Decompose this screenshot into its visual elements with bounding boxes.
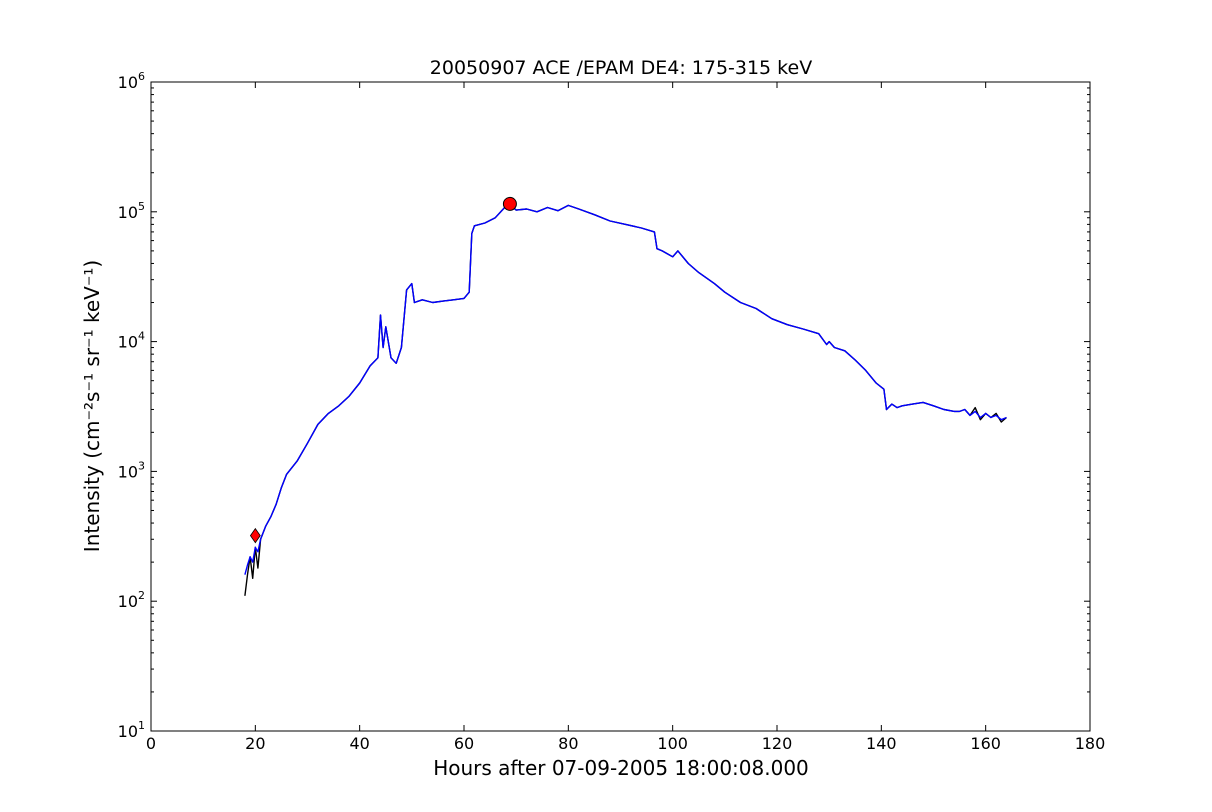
x-tick-label: 120 bbox=[762, 734, 793, 753]
y-tick-label: 104 bbox=[118, 330, 145, 352]
x-tick-label: 180 bbox=[1075, 734, 1106, 753]
x-tick-label: 160 bbox=[970, 734, 1001, 753]
series-line-1 bbox=[244, 204, 1007, 596]
y-tick-label: 102 bbox=[118, 589, 145, 611]
chart-title: 20050907 ACE /EPAM DE4: 175-315 keV bbox=[430, 57, 812, 79]
series-line-2 bbox=[244, 204, 1007, 575]
x-tick-label: 80 bbox=[558, 734, 578, 753]
x-tick-label: 0 bbox=[146, 734, 156, 753]
x-tick-label: 100 bbox=[657, 734, 688, 753]
x-tick-label: 60 bbox=[454, 734, 474, 753]
x-tick-label: 20 bbox=[245, 734, 265, 753]
series-layer bbox=[244, 204, 1007, 596]
x-axis: 0 20 40 60 80 100 120 140 160 180 bbox=[146, 82, 1105, 753]
marker-circle bbox=[502, 196, 517, 211]
x-tick-label: 140 bbox=[866, 734, 897, 753]
y-axis-label: Intensity (cm⁻²s⁻¹ sr⁻¹ keV⁻¹) bbox=[80, 260, 104, 552]
marker-diamond bbox=[249, 527, 261, 544]
x-tick-label: 40 bbox=[349, 734, 369, 753]
plot-frame bbox=[150, 81, 1091, 732]
y-tick-label: 103 bbox=[118, 459, 145, 481]
y-tick-label: 105 bbox=[118, 200, 145, 222]
y-axis: 101 102 103 104 105 106 bbox=[118, 70, 1090, 741]
y-tick-label: 101 bbox=[118, 719, 145, 741]
y-tick-label: 106 bbox=[118, 70, 145, 92]
x-axis-label: Hours after 07-09-2005 18:00:08.000 bbox=[433, 756, 809, 780]
marker-layer bbox=[249, 196, 517, 544]
